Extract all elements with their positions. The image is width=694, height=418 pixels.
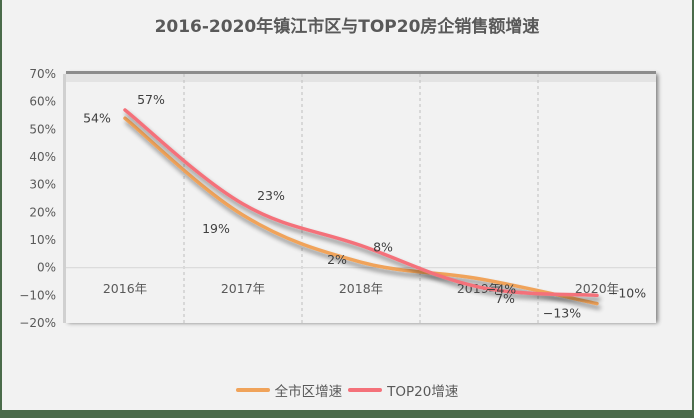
data-label: −10% <box>608 285 646 300</box>
y-tick-label: 20% <box>29 205 56 219</box>
data-label: 7% <box>495 291 515 306</box>
series-lines <box>123 108 599 306</box>
x-category-label: 2020年 <box>575 281 619 296</box>
y-tick-label: 0% <box>37 261 56 275</box>
x-category-label: 2017年 <box>221 281 265 296</box>
series-line-city[interactable] <box>123 116 599 306</box>
data-label: 54% <box>83 110 111 125</box>
legend-item-city[interactable]: 全市区增速 <box>235 380 343 400</box>
data-label: 23% <box>257 188 285 203</box>
legend-label-city: 全市区增速 <box>274 384 343 400</box>
legend-swatch-city <box>235 388 270 392</box>
data-labels: 54% 19% 2% −4% −13% 57% 23% 8% 7% −10% <box>83 92 646 321</box>
legend-label-top20: TOP20增速 <box>387 384 459 400</box>
data-label: 57% <box>137 92 165 107</box>
x-axis: 2016年 2017年 2018年 2019年 2020年 <box>103 281 619 296</box>
x-category-label: 2018年 <box>339 281 383 296</box>
series-line-top20[interactable] <box>123 108 599 298</box>
data-label: −4% <box>486 282 516 297</box>
data-label: 8% <box>373 240 393 255</box>
y-tick-label: 70% <box>29 67 56 81</box>
legend-swatch-top20 <box>348 388 383 392</box>
legend-item-top20[interactable]: TOP20增速 <box>348 380 458 400</box>
gridlines <box>66 74 656 323</box>
data-label: 2% <box>327 252 347 267</box>
y-tick-label: −20% <box>19 316 56 330</box>
y-tick-label: 50% <box>29 122 56 136</box>
y-tick-label: 30% <box>29 178 56 192</box>
y-tick-label: −10% <box>19 288 56 302</box>
y-tick-label: 10% <box>29 233 56 247</box>
y-tick-label: 40% <box>29 150 56 164</box>
y-tick-label: 60% <box>29 95 56 109</box>
chart-title: 2016-2020年镇江市区与TOP20房企销售额增速 <box>154 17 540 37</box>
legend: 全市区增速 TOP20增速 <box>0 380 694 400</box>
data-label: −13% <box>543 306 581 321</box>
plot-area <box>63 71 656 323</box>
data-label: 19% <box>202 221 230 236</box>
y-axis: 70% 60% 50% 40% 30% 20% 10% 0% −10% −20% <box>19 67 56 330</box>
x-category-label: 2016年 <box>103 281 147 296</box>
